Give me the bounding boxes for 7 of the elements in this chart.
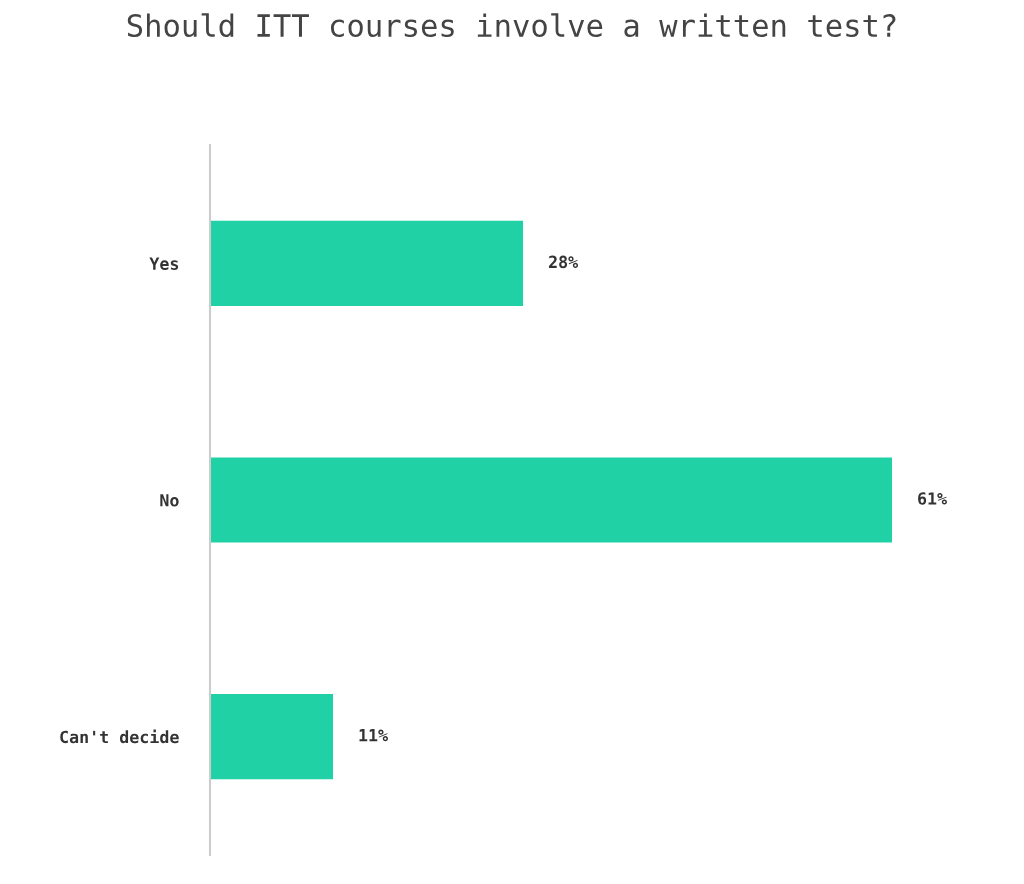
data-label: 11% <box>359 729 388 742</box>
y-tick-label: Yes <box>149 257 179 270</box>
data-label: 28% <box>548 255 579 269</box>
y-tick-label: Can't decide <box>60 729 179 744</box>
data-label: 61% <box>918 492 947 505</box>
y-tick-label: No <box>160 494 179 507</box>
chart-title: Should ITT courses involve a written test? <box>127 13 896 38</box>
